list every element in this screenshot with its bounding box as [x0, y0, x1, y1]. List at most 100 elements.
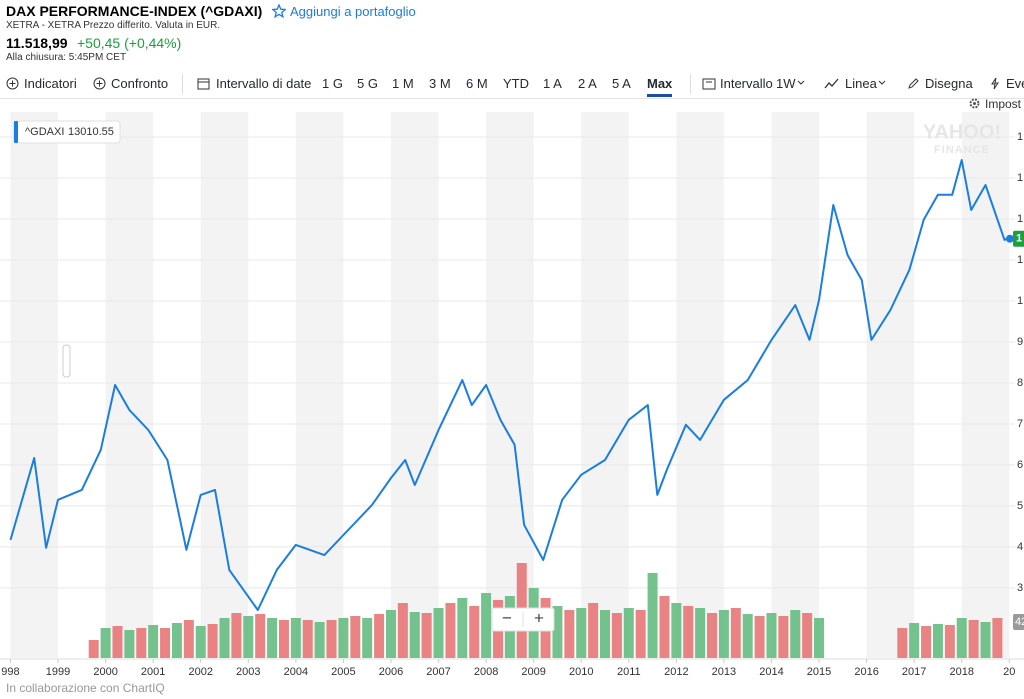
x-tick-label: 2013 [712, 666, 736, 678]
volume-bar [112, 626, 123, 658]
volume-bar [88, 640, 99, 658]
volume-bar [219, 618, 230, 658]
volume-bar [481, 593, 492, 658]
x-tick-label: 998 [1, 666, 19, 678]
range-button[interactable]: 1 G [322, 76, 343, 91]
year-band [10, 112, 59, 658]
volume-bar [635, 610, 646, 658]
y-tick-label: 6 [1017, 459, 1023, 471]
year-band [676, 112, 724, 658]
x-tick-label: 20 [1003, 666, 1015, 678]
volume-bar [457, 598, 468, 658]
price: 11.518,99 [6, 35, 68, 51]
volume-bar [956, 618, 967, 658]
date-range-button[interactable]: Intervallo di date [216, 76, 312, 91]
indicators-button[interactable]: Indicatori [24, 76, 77, 91]
chart-style-button[interactable]: Linea [845, 76, 877, 91]
chevron [878, 80, 886, 85]
volume-bar [659, 596, 670, 658]
volume-bar [707, 613, 718, 658]
volume-bar [968, 620, 979, 658]
volume-bar [802, 613, 813, 658]
range-button[interactable]: 6 M [466, 76, 488, 91]
chevron [797, 80, 805, 85]
volume-bar [350, 616, 361, 658]
volume-bar [195, 626, 206, 658]
volume-bar [255, 614, 266, 658]
volume-bar [695, 608, 706, 658]
volume-badge [1013, 614, 1024, 630]
volume-label: 42 [1015, 616, 1024, 628]
y-tick-label: 9 [1017, 336, 1023, 348]
zoom-out[interactable]: − [502, 608, 512, 627]
volume-bar [136, 628, 147, 658]
star-icon[interactable] [272, 4, 286, 18]
interval-label[interactable]: Intervallo [720, 76, 773, 91]
volume-bar [148, 625, 159, 658]
volume-bar [611, 613, 622, 658]
compare-button[interactable]: Confronto [111, 76, 169, 91]
x-tick-label: 2016 [854, 666, 878, 678]
legend-value: 13010.55 [68, 126, 114, 138]
volume-bar [778, 616, 789, 658]
gear-icon [969, 98, 980, 109]
volume-bar [278, 620, 289, 658]
interval-value[interactable]: 1W [776, 76, 796, 91]
x-tick-label: 2014 [759, 666, 783, 678]
plus-icon [93, 77, 106, 90]
plus-icon [6, 77, 19, 90]
y-tick-label: 4 [1017, 541, 1023, 553]
separator [690, 74, 691, 94]
volume-bar [207, 624, 218, 658]
range-button[interactable]: 3 M [429, 76, 451, 91]
volume-bar [445, 603, 456, 658]
draw-button[interactable]: Disegna [925, 76, 973, 91]
volume-bar [754, 616, 765, 658]
last-point [1005, 234, 1014, 243]
legend: ^GDAXI 13010.55 [13, 120, 121, 144]
volume-bar [576, 608, 587, 658]
add-watchlist[interactable]: Aggiungi a portafoglio [290, 4, 416, 19]
year-band [581, 112, 629, 658]
x-tick-label: 2017 [902, 666, 926, 678]
volume-bar [397, 603, 408, 658]
x-tick-label: 2003 [236, 666, 260, 678]
price-change: +50,45 (+0,44%) [77, 35, 182, 51]
range-button[interactable]: 1 M [392, 76, 414, 91]
zoom-in[interactable]: + [534, 608, 544, 627]
volume-bar [160, 628, 171, 658]
x-tick-label: 2018 [949, 666, 973, 678]
candle-icon [702, 78, 716, 90]
volume-bar [267, 618, 278, 658]
range-button[interactable]: 1 A [543, 76, 562, 91]
y-tick-label: 7 [1017, 418, 1023, 430]
last-value-label: 1 [1016, 233, 1022, 245]
volume-bar [742, 614, 753, 658]
volume-bar [409, 612, 420, 658]
volume-bar [814, 618, 825, 658]
range-button[interactable]: 5 G [357, 76, 378, 91]
volume-bar [790, 610, 801, 658]
range-button[interactable]: Max [647, 76, 673, 97]
x-tick-label: 2007 [426, 666, 450, 678]
footer-credit: In collaborazione con ChartIQ [6, 681, 165, 695]
volume-bar [564, 610, 575, 658]
volume-bar [980, 622, 991, 658]
y-tick-label: 3 [1017, 582, 1023, 594]
year-band [105, 112, 154, 658]
y-tick-label: 1 [1017, 254, 1023, 266]
range-button[interactable]: YTD [503, 76, 529, 91]
last-value-badge [1013, 230, 1024, 247]
events-button[interactable]: Eve [1006, 76, 1024, 91]
x-tick-label: 2004 [284, 666, 308, 678]
volume-bar [992, 618, 1003, 658]
quote-title: DAX PERFORMANCE-INDEX (^GDAXI) [6, 3, 263, 19]
volume-bar [231, 613, 242, 658]
range-button[interactable]: 5 A [612, 76, 631, 91]
settings-button[interactable]: Impost [985, 97, 1022, 111]
volume-bar [932, 624, 943, 658]
year-band [295, 112, 344, 658]
x-tick-label: 2010 [569, 666, 593, 678]
range-button[interactable]: 2 A [578, 76, 597, 91]
